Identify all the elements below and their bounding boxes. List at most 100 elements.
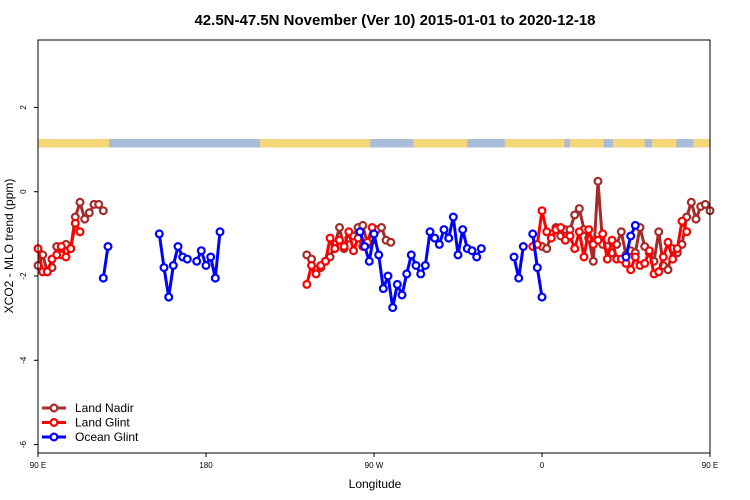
x-tick-label: 90 E xyxy=(702,461,718,470)
ocean-band xyxy=(38,139,710,148)
ocean-glint-point xyxy=(621,252,631,262)
ocean-glint-point xyxy=(196,246,206,256)
land-nadir-point xyxy=(335,223,345,233)
land-glint-point xyxy=(537,206,547,216)
land-nadir-point xyxy=(84,208,94,218)
y-axis-title: XCO2 - MLO trend (ppm) xyxy=(2,179,16,314)
legend-label: Land Nadir xyxy=(75,401,134,415)
ocean-glint-point xyxy=(392,279,402,289)
land-glint-point xyxy=(56,242,66,252)
y-tick-label: -6 xyxy=(19,440,28,448)
land-nadir-point xyxy=(593,176,603,186)
land-band xyxy=(612,139,645,148)
land-glint-point xyxy=(579,252,589,262)
ocean-glint-point xyxy=(397,290,407,300)
x-axis-title: Longitude xyxy=(349,477,402,491)
x-tick-label: 0 xyxy=(540,461,545,470)
land-glint-point xyxy=(321,256,331,266)
ocean-glint-point xyxy=(168,261,178,271)
land-nadir-point xyxy=(94,199,104,209)
legend-item-land-glint: Land Glint xyxy=(42,416,130,430)
ocean-glint-point xyxy=(369,229,379,239)
land-glint-point xyxy=(598,229,608,239)
land-nadir-point xyxy=(654,227,664,237)
ocean-glint-point xyxy=(630,220,640,230)
land-glint-point xyxy=(339,242,349,252)
ocean-glint-point xyxy=(420,261,430,271)
land-nadir-point xyxy=(700,199,710,209)
ocean-glint-point xyxy=(537,292,547,302)
land-glint-point xyxy=(658,252,668,262)
y-tick-label: -4 xyxy=(19,356,28,364)
land-glint-point xyxy=(70,218,80,228)
ocean-glint-point xyxy=(210,273,220,283)
ocean-glint-line xyxy=(101,246,110,279)
legend-label: Ocean Glint xyxy=(75,430,139,444)
ocean-glint-point xyxy=(458,225,468,235)
land-glint-point xyxy=(593,235,603,245)
land-glint-point xyxy=(584,225,594,235)
land-band xyxy=(652,139,677,148)
land-glint-point xyxy=(52,250,62,260)
ocean-glint-point xyxy=(383,271,393,281)
ocean-glint-point xyxy=(402,269,412,279)
ocean-glint-point xyxy=(444,233,454,243)
legend-label: Land Glint xyxy=(75,416,130,430)
land-glint-point xyxy=(349,246,359,256)
ocean-glint-point xyxy=(467,246,477,256)
land-glint-point xyxy=(75,227,85,237)
ocean-glint-point xyxy=(182,254,192,264)
legend-marker xyxy=(49,403,59,413)
land-band xyxy=(504,139,565,148)
land-glint-point xyxy=(61,252,71,262)
ocean-glint-point xyxy=(173,242,183,252)
ocean-glint-point xyxy=(514,273,524,283)
land-glint-point xyxy=(556,223,566,233)
land-glint-point xyxy=(66,244,76,254)
land-nadir-point xyxy=(663,265,673,275)
x-axis: 90 E 180 90 W 0 90 E xyxy=(30,453,718,470)
ocean-glint-point xyxy=(453,250,463,260)
ocean-glint-point xyxy=(439,225,449,235)
ocean-glint-point xyxy=(448,212,458,222)
land-glint-point xyxy=(663,237,673,247)
x-tick-label: 90 W xyxy=(365,461,384,470)
land-glint-point xyxy=(602,254,612,264)
legend-marker xyxy=(49,418,59,428)
land-nadir-point xyxy=(616,227,626,237)
land-glint-point xyxy=(626,265,636,275)
ocean-glint-point xyxy=(476,244,486,254)
series-ocean-glint xyxy=(98,212,640,313)
land-glint-point xyxy=(574,227,584,237)
land-glint-point xyxy=(630,252,640,262)
y-tick-label: 0 xyxy=(19,189,28,194)
ocean-glint-line xyxy=(512,246,525,280)
land-nadir-point xyxy=(98,206,108,216)
land-glint-point xyxy=(311,269,321,279)
ocean-glint-point xyxy=(215,227,225,237)
ocean-glint-point xyxy=(430,233,440,243)
land-glint-point xyxy=(682,227,692,237)
ocean-glint-point xyxy=(355,227,365,237)
chart-title: 42.5N-47.5N November (Ver 10) 2015-01-01… xyxy=(194,12,595,29)
land-band xyxy=(38,139,109,148)
land-nadir-point xyxy=(542,244,552,254)
land-glint-point xyxy=(640,258,650,268)
ocean-glint-point xyxy=(434,239,444,249)
land-nadir-point xyxy=(588,256,598,266)
ocean-glint-point xyxy=(388,303,398,313)
land-glint-point xyxy=(668,254,678,264)
land-band xyxy=(570,139,604,148)
ocean-glint-point xyxy=(518,242,528,252)
land-nadir-point xyxy=(574,204,584,214)
land-glint-point xyxy=(335,235,345,245)
land-glint-point xyxy=(330,244,340,254)
land-nadir-point xyxy=(75,197,85,207)
ocean-glint-point xyxy=(509,252,519,262)
land-nadir-point xyxy=(570,210,580,220)
legend-item-ocean-glint: Ocean Glint xyxy=(42,430,139,444)
land-nadir-point xyxy=(377,223,387,233)
land-glint-point xyxy=(565,231,575,241)
